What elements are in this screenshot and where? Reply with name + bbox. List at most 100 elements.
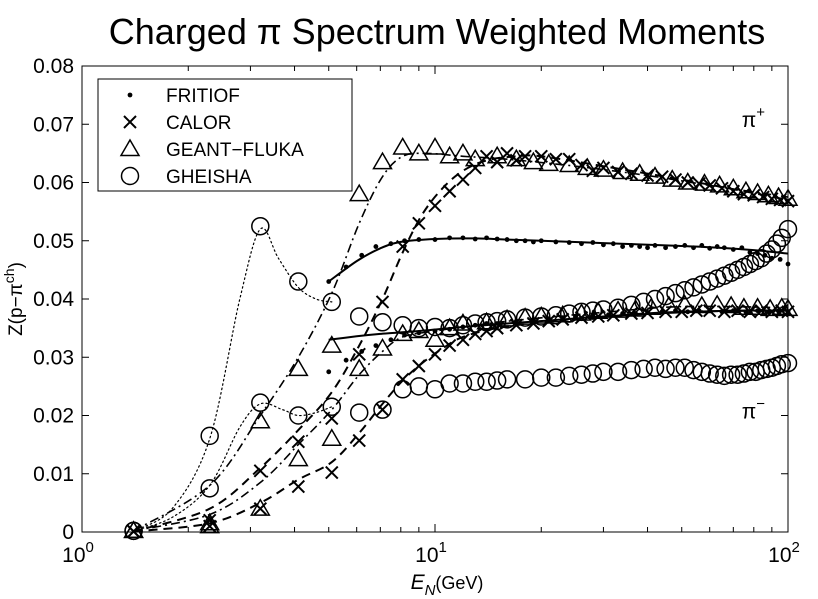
- gheisha-point: [477, 313, 496, 332]
- calor-point: [681, 175, 695, 190]
- legend-label-fritiof: FRITIOF: [166, 86, 240, 107]
- calor-point: [291, 435, 306, 449]
- geant-fluka-point: [348, 183, 370, 202]
- pi-charge: −: [756, 395, 765, 412]
- x-tick-base: 10: [768, 544, 791, 567]
- gheisha-point: [728, 365, 747, 384]
- fritiof-point: [460, 324, 466, 330]
- fritiof-point: [472, 236, 478, 242]
- calor-point: [468, 161, 482, 175]
- fritiof-point: [513, 238, 519, 244]
- fritiof-point: [531, 239, 536, 245]
- y-tick-label: 0.06: [33, 172, 74, 195]
- gheisha-point: [465, 372, 485, 391]
- markers-layer: [123, 137, 799, 541]
- geant-fluka-point: [612, 161, 633, 180]
- x-tick-base: 10: [415, 544, 438, 567]
- geant-fluka-point: [558, 154, 580, 173]
- geant-fluka-point: [514, 307, 536, 325]
- geant-fluka-point: [674, 294, 696, 313]
- chart-title: Charged π Spectrum Weighted Moments: [109, 11, 765, 52]
- gheisha-point: [453, 315, 473, 335]
- calor-point: [395, 372, 410, 387]
- fritiof-point: [682, 243, 688, 248]
- gheisha-point: [634, 359, 653, 379]
- fritiof-point: [777, 256, 783, 262]
- calor-point: [412, 359, 426, 373]
- gheisha-point: [656, 286, 675, 306]
- fritiof-point: [579, 241, 584, 247]
- gheisha-point: [532, 307, 551, 326]
- calor-point: [428, 199, 442, 213]
- gheisha-point: [772, 354, 791, 374]
- gheisha-point: [497, 310, 517, 329]
- fritiof-point: [447, 235, 453, 241]
- fritiof-point: [373, 244, 379, 249]
- geant-fluka-point: [747, 297, 768, 315]
- geant-fluka-point: [709, 174, 730, 193]
- gheisha-point: [583, 301, 603, 320]
- geant-fluka-point: [641, 297, 662, 315]
- legend-label-gheisha: GHEISHA: [166, 167, 252, 188]
- geant-fluka-point: [758, 184, 779, 203]
- geant-fluka-point: [439, 145, 460, 164]
- calor-point: [352, 433, 366, 448]
- fritiof-point: [590, 240, 596, 245]
- geant-fluka-point: [771, 297, 793, 315]
- fritiof-point: [359, 252, 365, 258]
- fritiof-point: [472, 322, 478, 328]
- gheisha-point: [721, 365, 741, 384]
- geant-fluka-point: [747, 182, 768, 201]
- gheisha-point: [465, 314, 485, 333]
- fritiof-point: [460, 235, 466, 241]
- geant-fluka-point: [735, 180, 757, 199]
- y-tick-label: 0.05: [33, 230, 74, 253]
- y-axis-label: Z(p−πch): [1, 262, 27, 336]
- gheisha-point: [289, 272, 308, 291]
- geant-fluka-point: [733, 297, 755, 315]
- gheisha-point: [583, 364, 603, 383]
- fritiof-point: [663, 245, 668, 251]
- fritiof-point: [373, 343, 379, 348]
- gheisha-point: [608, 362, 628, 382]
- fritiof-point: [484, 321, 489, 326]
- fritiof-point: [388, 241, 394, 247]
- y-tick-label: 0.04: [33, 288, 74, 311]
- gheisha-point: [546, 306, 566, 325]
- y-axis-label-sup: ch: [1, 268, 17, 283]
- gheisha-point: [608, 298, 628, 317]
- gheisha-point: [634, 292, 653, 312]
- geant-fluka-point: [199, 512, 220, 531]
- geant-fluka-point: [625, 298, 646, 317]
- fritiof-point: [566, 240, 572, 245]
- geant-fluka-curve-pi-plus: [133, 152, 788, 532]
- geant-fluka-point: [593, 159, 614, 177]
- fritiof-point: [620, 244, 626, 249]
- fritiof-point: [343, 357, 349, 363]
- gheisha-point: [453, 374, 473, 393]
- gheisha-point: [684, 278, 703, 297]
- gheisha-point: [594, 300, 613, 319]
- fritiof-point: [673, 244, 678, 249]
- geant-fluka-point: [607, 300, 629, 318]
- calor-point: [325, 465, 339, 480]
- calor-point: [640, 306, 655, 320]
- fritiof-point: [522, 238, 528, 244]
- fritiof-point: [652, 243, 658, 248]
- geant-fluka-point: [523, 151, 544, 170]
- calor-point: [253, 501, 268, 516]
- x-axis-label-sub: N: [425, 582, 436, 599]
- annotations-layer: π+π−: [742, 104, 766, 423]
- gheisha-point: [532, 368, 551, 387]
- geant-fluka-point: [496, 308, 518, 327]
- geant-fluka-point: [321, 428, 343, 447]
- gheisha-point: [645, 358, 665, 377]
- gheisha-point: [692, 362, 712, 382]
- geant-fluka-point: [723, 177, 744, 196]
- geant-fluka-point: [552, 304, 573, 323]
- fritiof-point: [743, 309, 749, 315]
- gheisha-point: [645, 289, 665, 309]
- fritiof-point: [691, 245, 696, 251]
- geant-fluka-point: [476, 311, 497, 330]
- gheisha-point: [440, 318, 459, 338]
